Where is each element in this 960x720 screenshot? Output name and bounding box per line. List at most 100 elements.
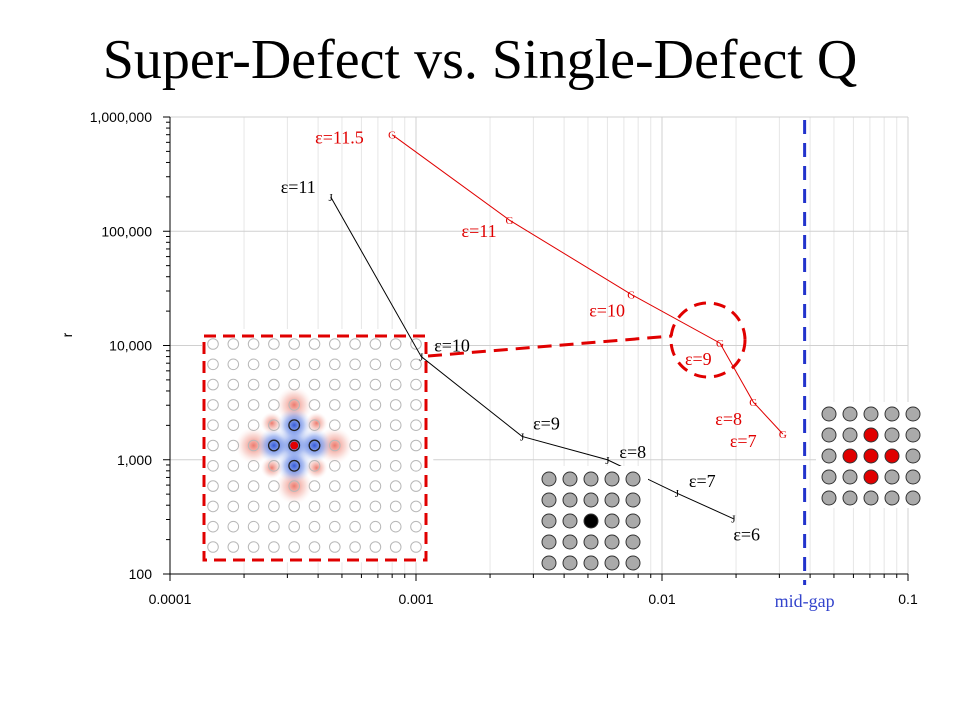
field-rod xyxy=(207,520,219,533)
field-rod xyxy=(247,439,260,452)
single-rod xyxy=(604,513,620,529)
data-point-label: ε=7 xyxy=(730,431,757,451)
single-rod xyxy=(625,555,641,571)
field-rod xyxy=(268,338,280,350)
field-rod xyxy=(308,439,321,452)
field-rod xyxy=(227,378,240,391)
field-rod xyxy=(369,399,382,411)
field-rod xyxy=(349,358,361,371)
super-rod xyxy=(884,469,900,485)
field-rod xyxy=(227,500,240,513)
field-rod xyxy=(329,399,341,411)
field-rod xyxy=(308,480,321,492)
field-lobe-blue xyxy=(276,448,312,484)
field-rod xyxy=(389,358,402,371)
single-rod xyxy=(562,534,578,550)
field-center-rod xyxy=(290,441,299,450)
super-rod xyxy=(863,406,879,422)
field-rod xyxy=(268,460,280,472)
data-point-label: ε=7 xyxy=(689,471,716,491)
y-tick-label: 10,000 xyxy=(109,338,152,354)
data-point-label: ε=10 xyxy=(589,300,625,320)
super-rod xyxy=(905,448,921,464)
field-rod xyxy=(389,460,402,472)
data-point-marker: G xyxy=(506,215,514,227)
single-rod xyxy=(625,471,641,487)
field-rod xyxy=(288,480,301,492)
field-rod xyxy=(207,480,219,492)
field-rod xyxy=(410,500,422,513)
field-rod xyxy=(349,439,361,452)
single-rod xyxy=(583,471,599,487)
field-rod xyxy=(389,399,402,411)
field-rod xyxy=(389,500,402,513)
field-rod xyxy=(410,338,422,350)
single-rod xyxy=(541,471,557,487)
field-rod xyxy=(268,541,280,553)
field-rod xyxy=(288,500,301,513)
field-rod xyxy=(268,378,280,391)
field-rod xyxy=(410,439,422,452)
field-rod xyxy=(329,480,341,492)
super-rod xyxy=(842,427,858,443)
field-rod xyxy=(369,338,382,350)
field-rod xyxy=(389,439,402,452)
field-rod xyxy=(349,460,361,472)
single-rod xyxy=(541,534,557,550)
field-rod xyxy=(207,338,219,350)
field-rod xyxy=(308,541,321,553)
super-defect-rod xyxy=(863,427,879,443)
super-rod xyxy=(884,490,900,506)
super-rod xyxy=(905,406,921,422)
field-rod xyxy=(227,439,240,452)
field-rod xyxy=(207,399,219,411)
field-rod xyxy=(410,520,422,533)
field-inset-frame xyxy=(202,334,428,562)
data-point-label: ε=11.5 xyxy=(315,128,364,148)
field-rod xyxy=(227,338,240,350)
field-rod xyxy=(227,460,240,472)
field-rod xyxy=(369,358,382,371)
field-rod xyxy=(389,338,402,350)
field-rod xyxy=(207,541,219,553)
field-rod xyxy=(308,500,321,513)
x-tick-label: 0.1 xyxy=(898,591,918,607)
super-rod xyxy=(842,406,858,422)
field-rod xyxy=(227,520,240,533)
field-rod xyxy=(308,399,321,411)
data-point-marker: G xyxy=(716,338,724,350)
field-rod xyxy=(207,439,219,452)
field-rod xyxy=(329,460,341,472)
field-rod xyxy=(247,480,260,492)
field-rod xyxy=(349,520,361,533)
super-defect-inset xyxy=(816,402,928,508)
single-rod xyxy=(562,513,578,529)
data-point-marker: J xyxy=(675,488,680,500)
single-rod xyxy=(583,492,599,508)
single-rod xyxy=(625,534,641,550)
super-rod xyxy=(905,490,921,506)
super-rod xyxy=(884,406,900,422)
field-rod xyxy=(247,541,260,553)
field-rod xyxy=(207,378,219,391)
data-point-label: ε=11 xyxy=(462,221,497,241)
field-rod xyxy=(247,338,260,350)
field-rod xyxy=(389,541,402,553)
data-point-label: ε=11 xyxy=(281,177,316,197)
field-rod xyxy=(410,460,422,472)
single-rod xyxy=(562,471,578,487)
super-rod xyxy=(821,448,837,464)
single-rod xyxy=(562,555,578,571)
field-rod xyxy=(207,460,219,472)
field-rod xyxy=(247,460,260,472)
x-tick-label: 0.001 xyxy=(398,591,433,607)
field-rod xyxy=(349,378,361,391)
field-rod xyxy=(268,500,280,513)
series-line-1 xyxy=(391,134,784,435)
field-rod xyxy=(369,439,382,452)
field-rod xyxy=(308,460,321,472)
single-rod xyxy=(604,555,620,571)
field-rod xyxy=(369,460,382,472)
field-rod xyxy=(247,399,260,411)
